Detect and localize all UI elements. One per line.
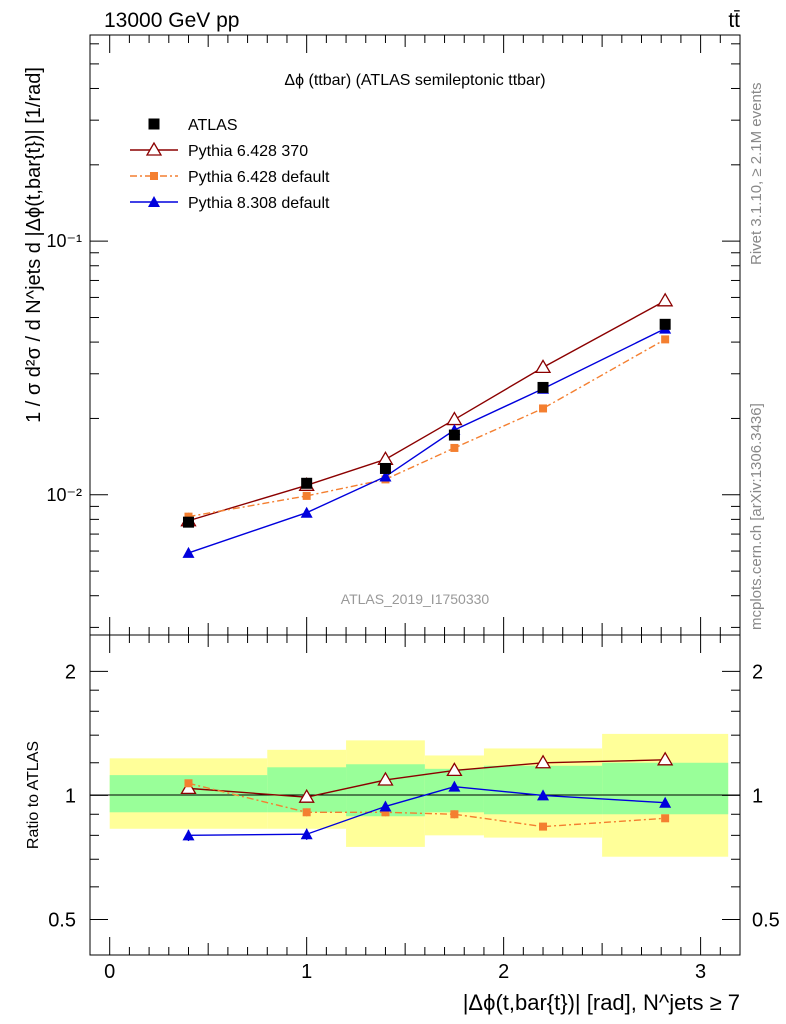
ratio-pythia-6-428-default-line	[188, 782, 666, 828]
ratio-pythia-6-428-370-point	[534, 754, 552, 769]
ratio-pythia-6-428-370-point	[298, 788, 315, 803]
ratio-pythia-8-308-default-point	[448, 780, 461, 792]
ratio-pythia-6-428-370-point	[657, 751, 674, 766]
main-y-tick-label: 10⁻²	[46, 485, 82, 505]
ratio-plot-axes: 0.5 0.5 1 1 2 2 0 1 2 3	[48, 635, 780, 983]
main-pythia-6-428-370-point	[657, 292, 674, 307]
ratio-pythia-6-428-default-point	[539, 822, 548, 831]
ratio-plot-panel: 0.5 0.5 1 1 2 2 0 1 2 3 Ratio to ATLAS |Δϕ(t,bar{…	[25, 634, 780, 1015]
main-atlas-point	[301, 477, 313, 489]
x-axis-label: |Δϕ(t,bar{t})| [rad], N^jets ≥ 7	[463, 990, 740, 1015]
chart-title: Δϕ (ttbar) (ATLAS semileptonic ttbar)	[284, 72, 545, 89]
x-tick-label: 3	[695, 961, 706, 983]
main-atlas-point	[537, 381, 549, 393]
legend-label: ATLAS	[188, 117, 238, 134]
legend-label: Pythia 6.428 370	[188, 143, 308, 160]
ratio-pythia-6-428-default-point	[450, 810, 459, 819]
main-pythia-6-428-default-point	[302, 491, 311, 500]
ratio-y-tick-label-right: 0.5	[752, 909, 780, 931]
main-pythia-8-308-default-line	[188, 328, 666, 554]
main-y-axis-label: 1 / σ d²σ / d N^jets d |Δϕ(t,bar{t})| [1…	[23, 67, 45, 423]
main-pythia-6-428-default-point	[661, 335, 670, 344]
ratio-pythia-6-428-default-point	[302, 808, 311, 817]
main-y-tick-label: 10⁻¹	[46, 231, 82, 251]
legend-marker	[148, 118, 160, 130]
main-atlas-point	[448, 429, 460, 441]
main-pythia-8-308-default-point	[182, 546, 195, 558]
main-pythia-6-428-default-point	[539, 404, 548, 413]
legend-label: Pythia 8.308 default	[188, 195, 330, 212]
ratio-pythia-8-308-default-point	[379, 800, 392, 812]
ratio-pythia-6-428-370-point	[377, 771, 394, 786]
main-plot-axes: 10⁻² 10⁻¹	[46, 35, 741, 635]
ratio-pythia-6-428-default-point	[184, 779, 193, 788]
legend-label: Pythia 6.428 default	[188, 169, 330, 186]
energy-label: 13000 GeV pp	[104, 9, 239, 32]
ratio-pythia-6-428-370-point	[446, 762, 463, 777]
main-pythia-6-428-370-point	[377, 451, 394, 465]
main-pythia-8-308-default-point	[300, 506, 313, 518]
ratio-y-tick-label: 2	[65, 661, 76, 683]
ratio-plot-marks	[180, 751, 674, 842]
main-pythia-6-428-370-point	[534, 359, 552, 374]
analysis-watermark: ATLAS_2019_I1750330	[341, 591, 490, 607]
x-tick-label: 2	[498, 961, 509, 983]
ratio-y-tick-label: 1	[65, 785, 76, 807]
ratio-pythia-6-428-370-line	[188, 759, 666, 798]
ratio-y-tick-label-right: 1	[752, 785, 763, 807]
ratio-pythia-8-308-default-point	[659, 796, 672, 808]
main-pythia-6-428-default-point	[184, 512, 193, 521]
main-plot-marks	[180, 292, 674, 558]
legend: ATLAS Pythia 6.428 370 Pythia 6.428 defaul…	[130, 117, 330, 212]
ratio-pythia-6-428-default-point	[661, 814, 670, 823]
ratio-y-axis-label: Ratio to ATLAS	[25, 741, 42, 849]
ratio-pythia-8-308-default-point	[182, 829, 195, 841]
ratio-pythia-8-308-default-line	[188, 785, 666, 837]
ratio-pythia-6-428-default-point	[381, 808, 390, 817]
mcplots-label: mcplots.cern.ch [arXiv:1306.3436]	[748, 403, 765, 630]
main-atlas-point	[659, 318, 671, 330]
main-pythia-6-428-370-line	[188, 300, 666, 522]
ratio-pythia-8-308-default-point	[537, 789, 550, 801]
legend-marker	[145, 141, 163, 156]
legend-marker	[150, 172, 158, 180]
ratio-y-tick-label: 0.5	[48, 909, 76, 931]
main-atlas-point	[182, 516, 194, 528]
ratio-pythia-6-428-370-point	[180, 780, 197, 795]
rivet-version-label: Rivet 3.1.10, ≥ 2.1M events	[748, 83, 765, 266]
legend-marker	[148, 196, 160, 207]
main-atlas-point	[379, 462, 391, 474]
ratio-plot-frame	[89, 634, 741, 956]
main-pythia-8-308-default-point	[379, 470, 392, 482]
x-tick-label: 0	[104, 961, 115, 983]
main-pythia-6-428-default-point	[450, 443, 459, 452]
ratio-pythia-8-308-default-point	[300, 828, 313, 840]
ratio-y-tick-label-right: 2	[752, 661, 763, 683]
x-tick-label: 1	[301, 961, 312, 983]
main-pythia-6-428-370-point	[446, 411, 463, 426]
main-plot-panel: 10⁻² 10⁻¹ Δϕ (ttbar) (ATLAS semileptonic …	[23, 34, 741, 636]
process-label: tt̄	[728, 9, 740, 32]
main-pythia-6-428-default-line	[188, 338, 666, 518]
